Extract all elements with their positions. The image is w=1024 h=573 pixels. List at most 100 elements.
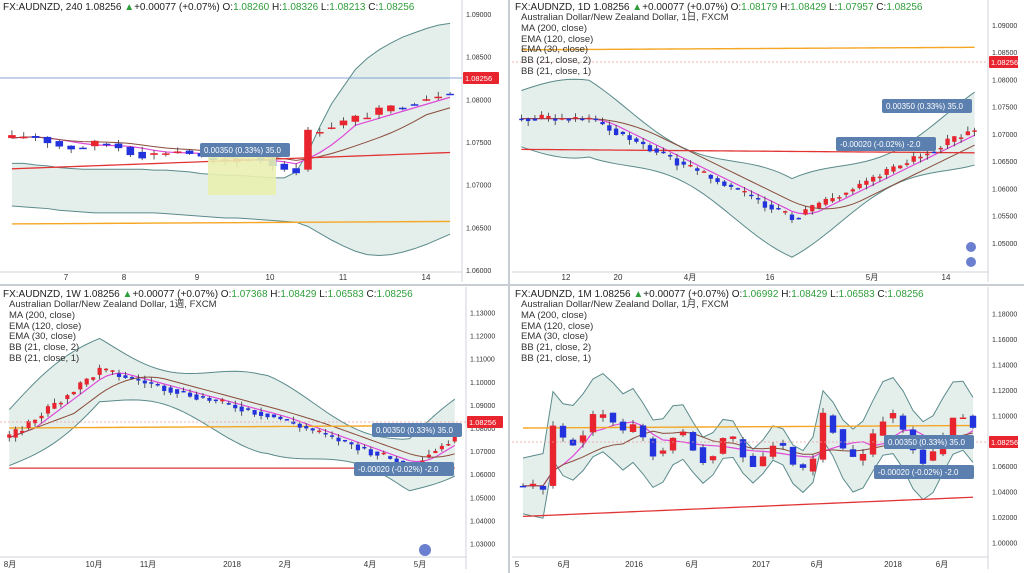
x-tick-label: 2月: [279, 560, 291, 569]
candle-body: [823, 198, 828, 205]
ema120-line: [521, 148, 975, 154]
legend-bb1[interactable]: BB (21, close, 1): [9, 352, 80, 364]
ema30-line: [9, 376, 455, 458]
x-tick-label: 5月: [866, 273, 878, 282]
candle-body: [181, 390, 186, 393]
chart-svg[interactable]: 1.09000 1.08500 1.08000 1.07500 1.07000 1.065…: [0, 0, 506, 282]
x-tick-label: 6月: [936, 560, 948, 569]
y-tick-label: 1.06000: [466, 268, 491, 275]
legend-ma200[interactable]: MA (200, close): [521, 22, 587, 34]
event-icon: [966, 257, 976, 267]
candle-body: [213, 399, 218, 402]
legend-ema120[interactable]: EMA (120, close): [521, 33, 594, 45]
ma200-line: [522, 424, 974, 429]
legend-ma200[interactable]: MA (200, close): [521, 309, 587, 321]
candle-body: [316, 132, 324, 134]
candle-body: [532, 118, 538, 121]
legend-ema30[interactable]: EMA (30, close): [521, 44, 589, 56]
candle-body: [620, 131, 626, 135]
chart-panel-1m[interactable]: FX:AUDNZD, 1M 1.08256 ▲+0.00077 (+0.07%)…: [512, 287, 1018, 569]
candle-body: [297, 423, 302, 428]
legend-ema30[interactable]: EMA (30, close): [521, 331, 589, 343]
candle-body: [162, 385, 167, 391]
candle-body: [339, 120, 348, 126]
y-tick-label: 1.08000: [466, 97, 491, 104]
symbol-label: FX:AUDNZD, 1W: [3, 289, 81, 300]
chart-panel-1w[interactable]: FX:AUDNZD, 1W 1.08256 ▲+0.00077 (+0.07%)…: [0, 287, 506, 569]
chart-svg[interactable]: 1.13000 1.12000 1.11000 1.10000 1.09000 1.080…: [0, 287, 506, 569]
candle-body: [55, 141, 64, 147]
candle-body: [816, 202, 822, 208]
ruler-up-box: [882, 99, 972, 113]
panel-header: FX:AUDNZD, 1W 1.08256 ▲+0.00077 (+0.07%)…: [3, 289, 413, 300]
candle-body: [126, 147, 135, 156]
indicator-legend: Australian Dollar/New Zealand Dollar, 1週…: [9, 299, 217, 365]
price-tag-label: 1.08256: [991, 58, 1018, 67]
legend-bb2[interactable]: BB (21, close, 2): [521, 342, 592, 354]
x-tick-label: 4月: [684, 273, 696, 282]
candle-body: [634, 138, 639, 142]
x-tick-label: 2018: [884, 560, 902, 569]
legend-ma200[interactable]: MA (200, close): [9, 309, 75, 321]
candle-body: [549, 425, 557, 486]
candle-body: [689, 432, 697, 451]
candle-body: [925, 153, 930, 156]
legend-ema30[interactable]: EMA (30, close): [9, 331, 77, 343]
candle-body: [613, 128, 619, 136]
ruler-up-label: 0.00350 (0.33%) 35.0: [204, 146, 281, 155]
legend-bb1[interactable]: BB (21, close, 1): [521, 352, 592, 364]
candle-body: [649, 438, 657, 457]
candle-body: [789, 214, 795, 221]
candle-body: [884, 169, 889, 175]
candle-body: [688, 164, 693, 167]
candle-body: [138, 151, 146, 159]
candle-body: [401, 460, 406, 463]
candle-body: [586, 117, 592, 120]
y-tick-label: 1.09000: [470, 403, 495, 410]
candle-body: [839, 429, 847, 449]
y-tick-label: 1.12000: [470, 334, 495, 341]
candle-body: [175, 389, 180, 394]
candle-body: [789, 446, 797, 465]
candle-body: [952, 136, 957, 142]
legend-bb2[interactable]: BB (21, close, 2): [521, 55, 592, 67]
chart-svg[interactable]: 1.180001.160001.140001.120001.100001.080…: [512, 287, 1018, 569]
candle-body: [539, 485, 547, 490]
candle-body: [519, 485, 527, 488]
candle-body: [546, 115, 551, 119]
candle-body: [246, 408, 251, 410]
candle-body: [776, 207, 781, 210]
vertical-divider: [508, 0, 510, 573]
candle-body: [569, 439, 577, 446]
legend-ema120[interactable]: EMA (120, close): [9, 320, 82, 332]
y-tick-label: 1.14000: [992, 363, 1017, 370]
y-tick-label: 1.07500: [466, 140, 491, 147]
ruler-down-label: -0.00020 (-0.02%) -2.0: [358, 465, 439, 474]
candle-body: [381, 452, 386, 455]
chart-svg[interactable]: 1.09000 1.08500 1.08000 1.07500 1.07000 1.065…: [512, 0, 1018, 282]
candle-body: [864, 180, 869, 185]
legend-ema120[interactable]: EMA (120, close): [521, 320, 594, 332]
candle-body: [155, 383, 160, 386]
candle-body: [233, 404, 238, 409]
candle-body: [349, 442, 354, 445]
close-value: 1.08256: [887, 289, 924, 300]
legend-bb2[interactable]: BB (21, close, 2): [9, 342, 80, 354]
candle-body: [850, 189, 856, 192]
legend-bb1[interactable]: BB (21, close, 1): [521, 65, 592, 77]
y-tick-label: 1.13000: [470, 311, 495, 318]
candle-body: [280, 163, 289, 170]
candle-body: [173, 151, 182, 153]
y-tick-label: 1.08500: [466, 55, 491, 62]
candle-body: [769, 204, 774, 210]
chart-panel-4h[interactable]: FX:AUDNZD, 240 1.08256 ▲+0.00077 (+0.07%…: [0, 0, 506, 282]
candle-body: [91, 377, 96, 380]
candle-body: [573, 117, 578, 119]
candle-body: [969, 415, 977, 428]
y-tick-label: 1.05500: [992, 214, 1017, 221]
candle-body: [654, 148, 659, 153]
candle-body: [918, 156, 923, 159]
candle-body: [239, 406, 244, 412]
x-tick-label: 7: [64, 273, 69, 282]
chart-panel-1d[interactable]: FX:AUDNZD, 1D 1.08256 ▲+0.00077 (+0.07%)…: [512, 0, 1018, 282]
